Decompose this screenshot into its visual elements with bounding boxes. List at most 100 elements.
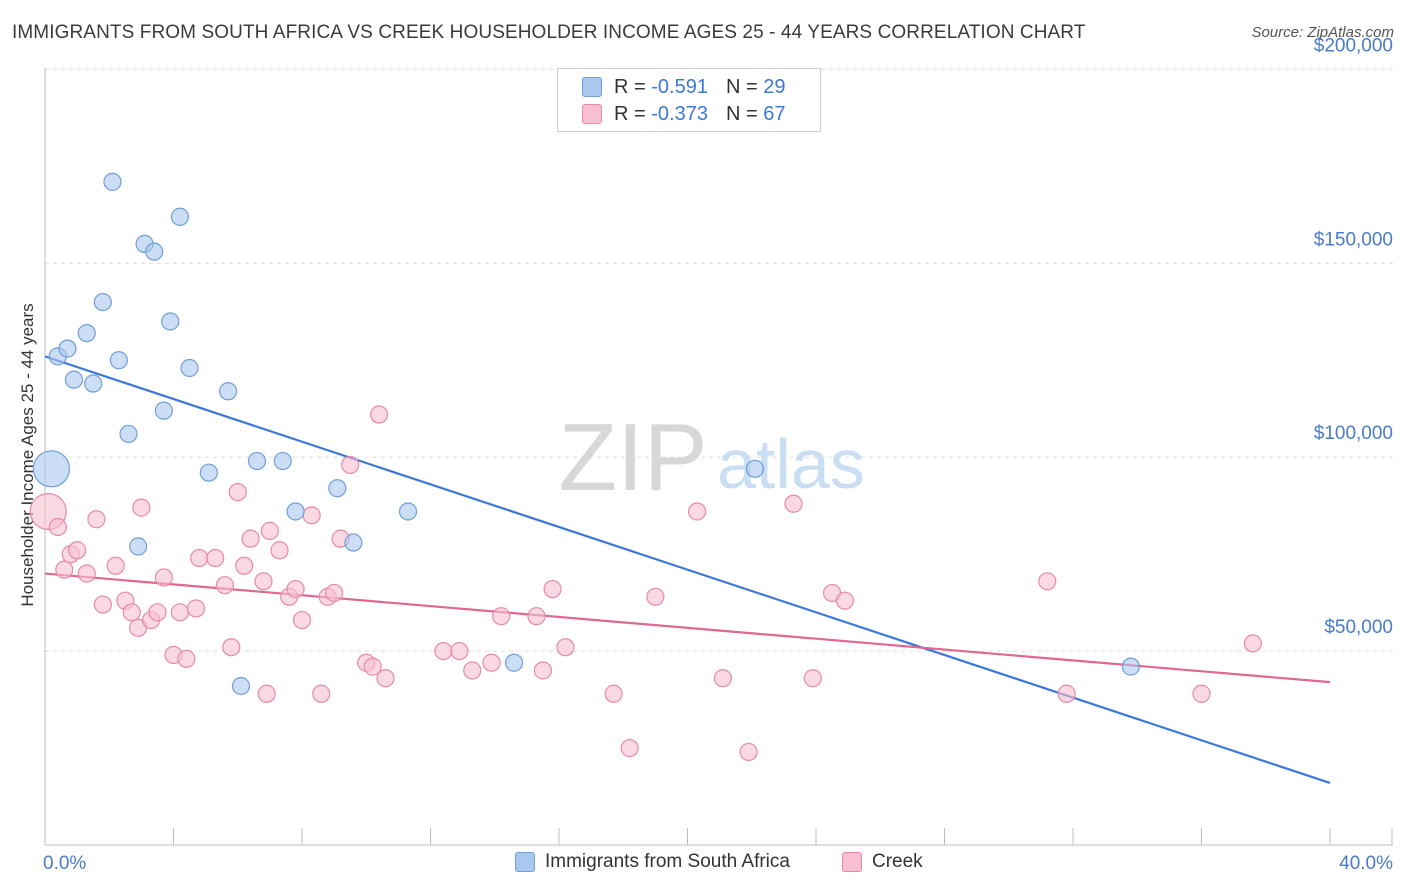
pink-point bbox=[48, 517, 67, 537]
blue-point bbox=[84, 374, 103, 393]
pink-point bbox=[68, 541, 87, 560]
pink-point bbox=[482, 653, 501, 672]
pink-point bbox=[170, 603, 190, 622]
x-tick-label: 0.0% bbox=[43, 853, 86, 874]
pink-point bbox=[235, 556, 254, 575]
series-legend: Immigrants from South Africa Creek bbox=[0, 851, 1406, 877]
legend-swatch-blue bbox=[582, 77, 602, 97]
pink-point bbox=[604, 684, 623, 703]
pink-point bbox=[93, 595, 112, 614]
pink-point bbox=[228, 482, 247, 502]
pink-point bbox=[206, 548, 225, 568]
pink-point bbox=[543, 579, 562, 599]
y-tick-labels: $50,000 $100,000 $150,000 $200,000 bbox=[1314, 35, 1393, 638]
pink-point bbox=[363, 657, 382, 676]
blue-point bbox=[328, 479, 347, 498]
legend-swatch-pink bbox=[582, 104, 602, 124]
pink-point bbox=[556, 638, 575, 657]
blue-point bbox=[504, 653, 524, 672]
legend-row-series2: R = -0.373 N = 67 bbox=[582, 102, 785, 126]
watermark-zip: ZIP bbox=[558, 404, 707, 511]
pink-point bbox=[190, 548, 209, 568]
x-tick-label: 40.0% bbox=[1339, 853, 1393, 874]
pink-point bbox=[341, 455, 360, 475]
pink-point bbox=[177, 649, 196, 668]
blue-point bbox=[58, 339, 77, 358]
trend-line-creek bbox=[44, 572, 1331, 684]
pink-point bbox=[148, 603, 167, 622]
blue-point bbox=[154, 401, 173, 420]
pink-point bbox=[312, 684, 331, 703]
y-tick-label: $200,000 bbox=[1314, 35, 1393, 56]
pink-point bbox=[646, 587, 665, 606]
trend-lines bbox=[44, 355, 1331, 784]
legend-n-value: 67 bbox=[763, 102, 786, 125]
pink-point bbox=[215, 576, 234, 595]
pink-point bbox=[222, 638, 241, 657]
blue-point bbox=[109, 351, 128, 370]
pink-point bbox=[325, 583, 344, 603]
pink-point bbox=[132, 498, 151, 517]
pink-point bbox=[122, 603, 141, 622]
legend-r-value: -0.591 bbox=[651, 75, 708, 98]
pink-point bbox=[254, 572, 273, 591]
pink-point bbox=[492, 607, 511, 626]
pink-point bbox=[186, 599, 206, 618]
blue-point bbox=[231, 676, 251, 696]
legend-r-label: R = bbox=[614, 75, 652, 98]
blue-point bbox=[398, 502, 418, 521]
chart-title: IMMIGRANTS FROM SOUTH AFRICA VS CREEK HO… bbox=[12, 22, 1086, 43]
legend-swatch-pink bbox=[842, 852, 862, 872]
blue-point bbox=[145, 242, 164, 261]
pink-point bbox=[55, 560, 74, 579]
legend-n-label: N = bbox=[725, 75, 764, 98]
y-tick-label: $100,000 bbox=[1314, 423, 1393, 444]
legend-label-south-africa: Immigrants from South Africa bbox=[545, 851, 790, 872]
pink-point bbox=[803, 669, 822, 688]
watermark: ZIP atlas bbox=[558, 404, 865, 511]
blue-point bbox=[180, 358, 199, 378]
pink-point bbox=[241, 529, 260, 548]
legend-item-south-africa: Immigrants from South Africa bbox=[515, 851, 790, 873]
pink-point bbox=[713, 669, 732, 688]
blue-point bbox=[161, 312, 180, 331]
pink-point bbox=[260, 521, 279, 540]
pink-point bbox=[533, 661, 553, 680]
blue-point bbox=[64, 370, 84, 389]
pink-point bbox=[784, 494, 803, 513]
blue-point bbox=[273, 451, 292, 471]
pink-point bbox=[688, 502, 707, 521]
pink-point bbox=[270, 541, 289, 560]
blue-point bbox=[170, 207, 190, 226]
pink-point bbox=[370, 405, 389, 424]
legend-n-label: N = bbox=[725, 102, 764, 125]
pink-point bbox=[527, 607, 546, 626]
y-tick-label: $50,000 bbox=[1324, 617, 1393, 638]
trend-line-south-africa bbox=[44, 355, 1331, 784]
pink-point bbox=[620, 738, 639, 758]
correlation-legend: R = -0.591 N = 29 R = -0.373 N = 67 bbox=[557, 68, 821, 132]
blue-point bbox=[247, 451, 267, 471]
blue-point bbox=[129, 537, 148, 556]
pink-point bbox=[434, 641, 453, 661]
pink-point bbox=[154, 568, 173, 587]
pink-point bbox=[376, 669, 395, 688]
blue-point bbox=[103, 172, 122, 191]
y-tick-label: $150,000 bbox=[1314, 229, 1393, 250]
legend-swatch-blue bbox=[515, 852, 535, 872]
legend-n-value: 29 bbox=[763, 75, 786, 98]
source-label: Source: ZipAtlas.com bbox=[1251, 24, 1394, 41]
blue-point bbox=[32, 450, 71, 488]
blue-point bbox=[344, 533, 363, 552]
watermark-atlas: atlas bbox=[717, 425, 865, 503]
legend-label-creek: Creek bbox=[872, 851, 923, 872]
pink-point bbox=[77, 564, 96, 583]
pink-point bbox=[87, 510, 106, 529]
data-points bbox=[29, 172, 1263, 762]
legend-item-creek: Creek bbox=[842, 851, 923, 873]
pink-point bbox=[835, 591, 855, 610]
pink-point bbox=[292, 610, 312, 630]
blue-point bbox=[199, 463, 218, 482]
pink-point bbox=[106, 556, 125, 575]
